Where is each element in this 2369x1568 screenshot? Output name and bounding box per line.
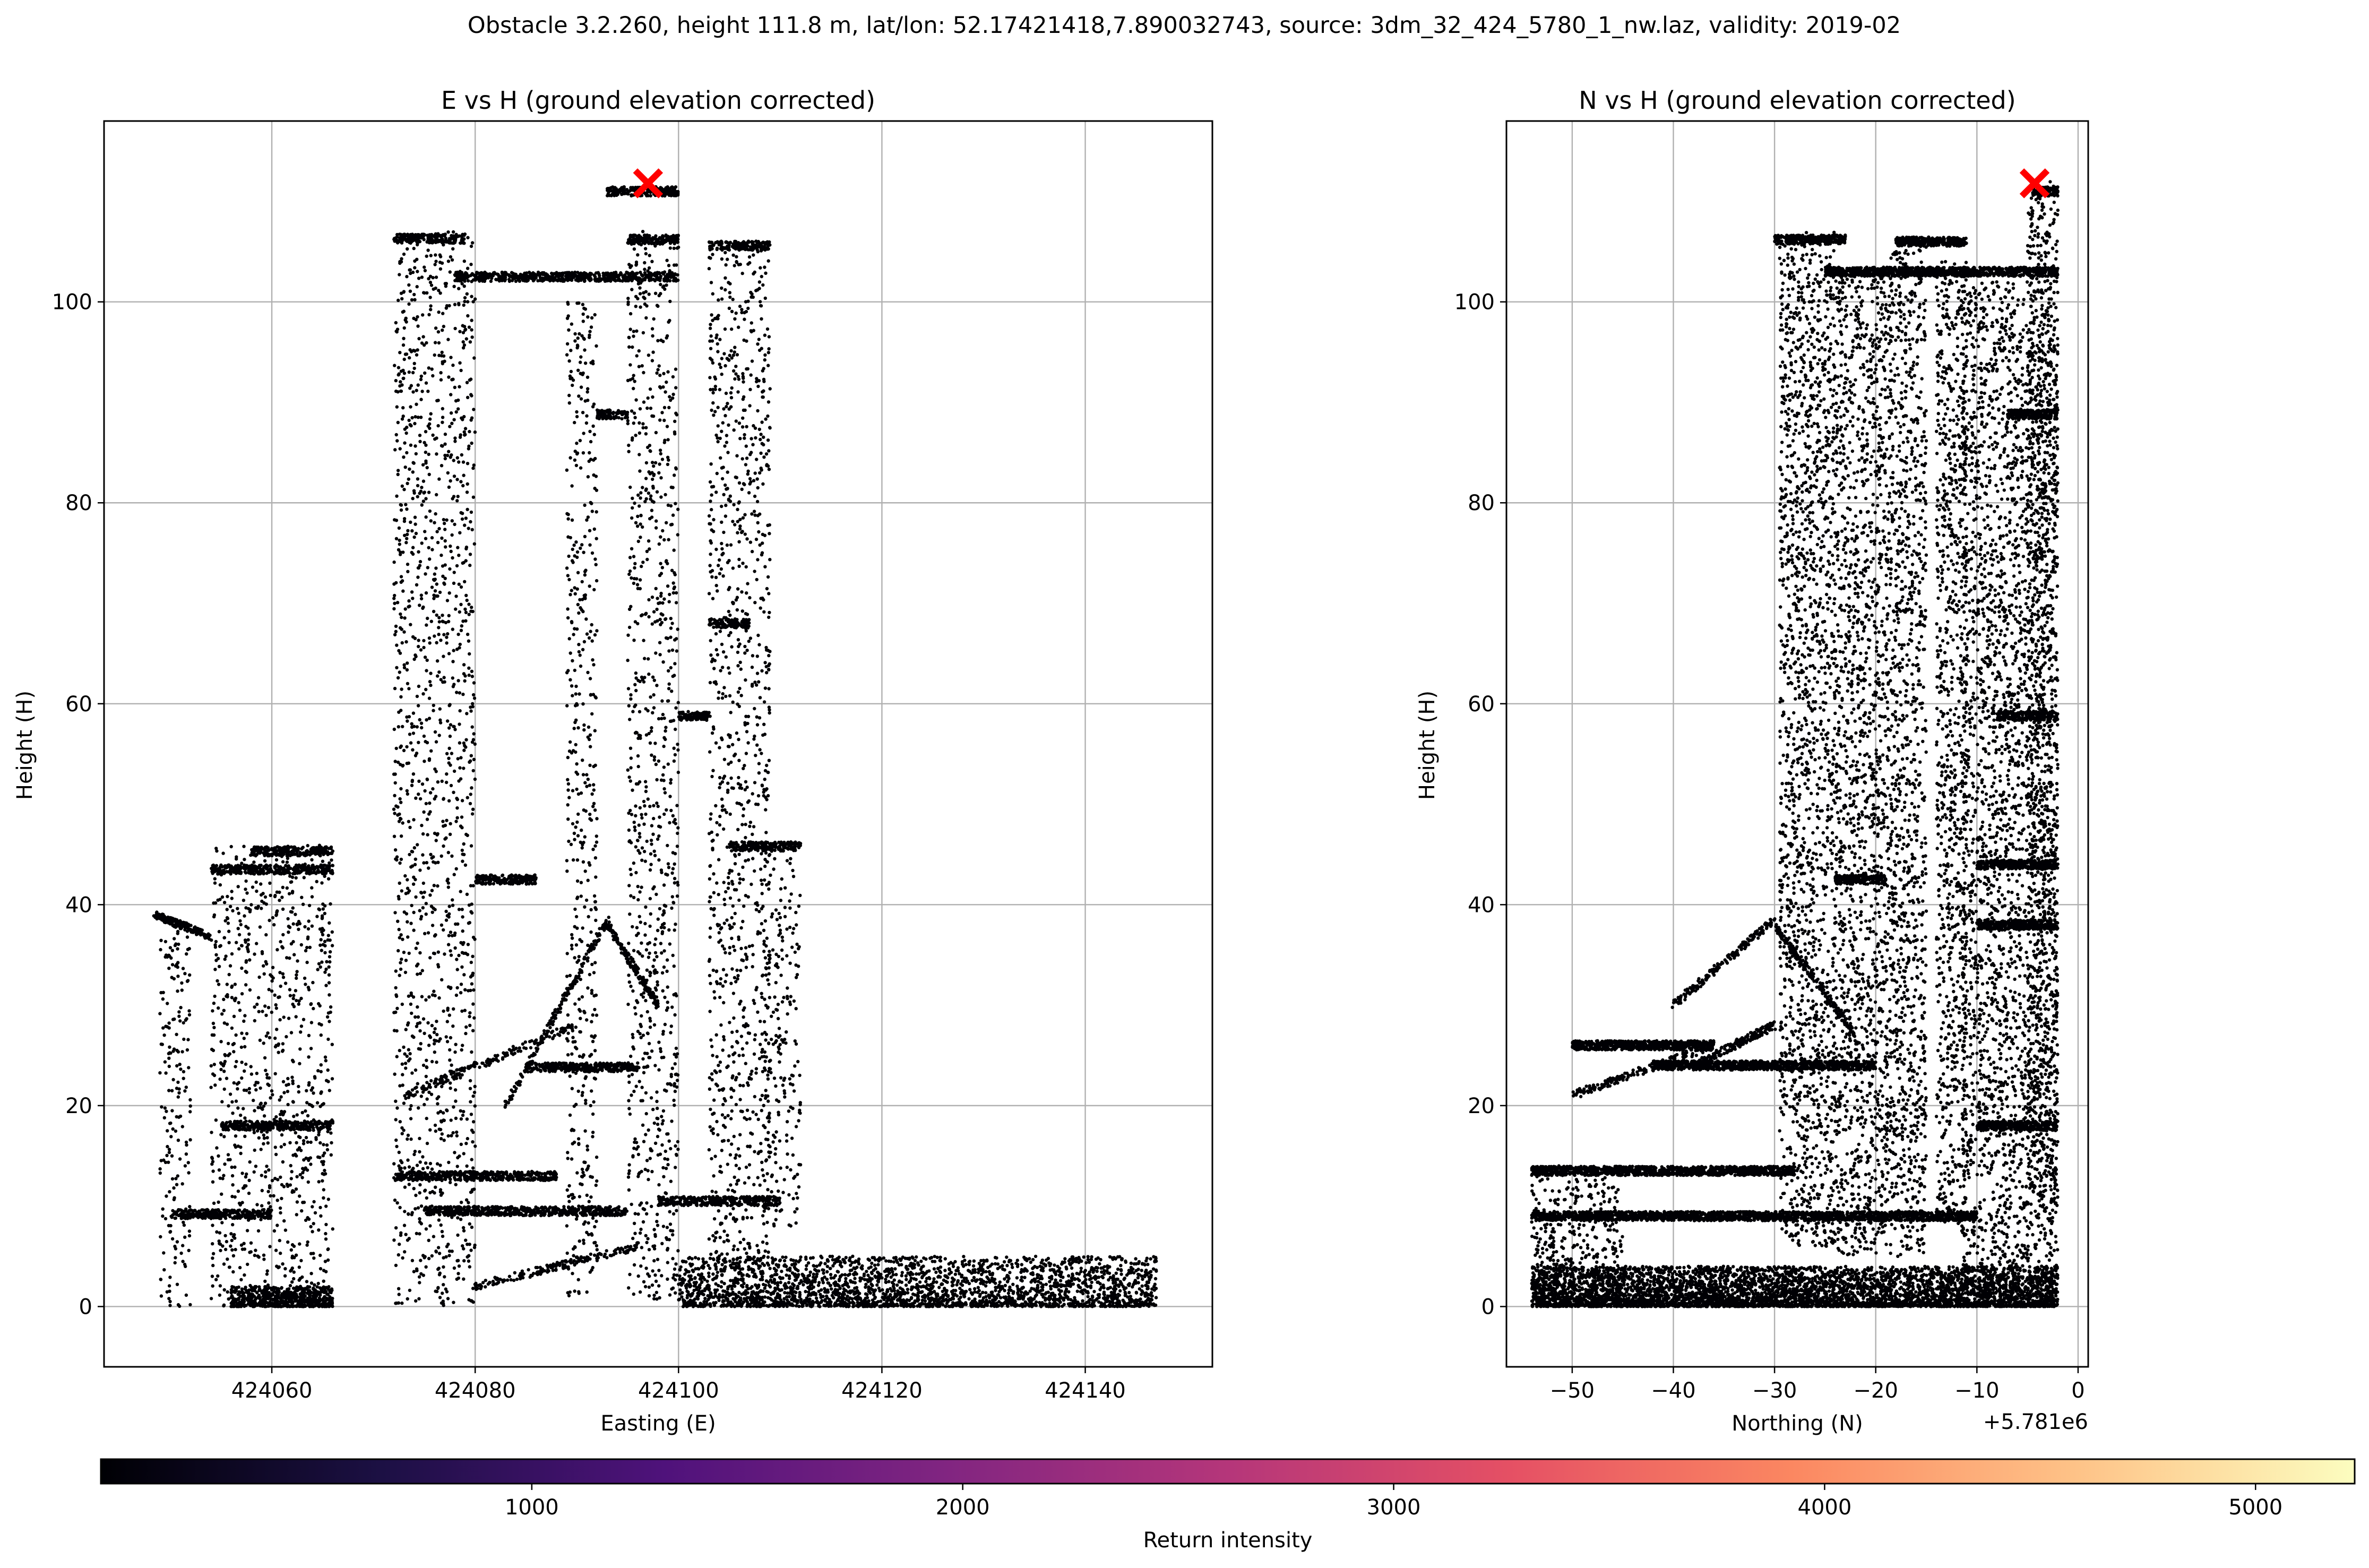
intensity-colorbar: 1000 2000 3000 4000 5000 Return intensity bbox=[100, 1458, 2356, 1553]
x-tick-label: −40 bbox=[1651, 1379, 1695, 1403]
left-x-axis-label: Easting (E) bbox=[600, 1411, 716, 1436]
left-x-ticks: 424060 424080 424100 424120 424140 bbox=[231, 1367, 1126, 1403]
x-tick-label: −50 bbox=[1550, 1379, 1595, 1403]
y-tick-label: 0 bbox=[1481, 1295, 1495, 1319]
easting-height-plot: E vs H (ground elevation corrected) 4240… bbox=[13, 86, 1213, 1436]
colorbar-tick-label: 1000 bbox=[505, 1495, 559, 1520]
colorbar-gradient bbox=[100, 1458, 2356, 1485]
right-axes-frame bbox=[1505, 120, 2089, 1368]
left-axes-frame bbox=[103, 120, 1213, 1368]
right-x-offset-label: +5.781e6 bbox=[1983, 1410, 2088, 1434]
y-tick-label: 0 bbox=[79, 1295, 92, 1319]
colorbar-tick-label: 2000 bbox=[936, 1495, 990, 1520]
colorbar-ticks: 1000 2000 3000 4000 5000 bbox=[505, 1484, 2282, 1520]
colorbar-label: Return intensity bbox=[1143, 1528, 1313, 1553]
y-tick-label: 80 bbox=[1468, 491, 1495, 515]
x-tick-label: 0 bbox=[2071, 1379, 2084, 1403]
figure-title: Obstacle 3.2.260, height 111.8 m, lat/lo… bbox=[468, 12, 1901, 39]
x-tick-label: 424080 bbox=[435, 1379, 516, 1403]
left-obstacle-marker bbox=[633, 168, 664, 199]
right-x-axis-label: Northing (N) bbox=[1731, 1411, 1863, 1436]
left-y-axis-label: Height (H) bbox=[13, 691, 37, 800]
right-points bbox=[1530, 180, 2060, 1308]
y-tick-label: 100 bbox=[52, 290, 92, 315]
left-y-ticks: 0 20 40 60 80 100 bbox=[52, 290, 104, 1319]
x-tick-label: 424140 bbox=[1045, 1379, 1126, 1403]
y-tick-label: 80 bbox=[65, 491, 92, 515]
x-tick-label: 424100 bbox=[638, 1379, 719, 1403]
right-y-axis-label: Height (H) bbox=[1415, 691, 1440, 800]
x-tick-label: 424060 bbox=[231, 1379, 313, 1403]
left-points bbox=[152, 185, 1158, 1308]
right-obstacle-marker bbox=[2019, 168, 2050, 199]
obstacle-x-marker bbox=[2019, 168, 2050, 199]
y-tick-label: 20 bbox=[1468, 1094, 1495, 1118]
right-y-ticks: 0 20 40 60 80 100 bbox=[1454, 290, 1506, 1319]
y-tick-label: 100 bbox=[1454, 290, 1495, 315]
point-cloud bbox=[1530, 180, 2060, 1308]
y-tick-label: 60 bbox=[1468, 692, 1495, 717]
y-tick-label: 20 bbox=[65, 1094, 92, 1118]
left-grid bbox=[104, 121, 1212, 1367]
colorbar-tick-label: 3000 bbox=[1367, 1495, 1421, 1520]
point-cloud bbox=[152, 185, 1158, 1308]
y-tick-label: 40 bbox=[1468, 893, 1495, 917]
x-tick-label: −10 bbox=[1954, 1379, 1999, 1403]
right-x-ticks: −50 −40 −30 −20 −10 0 bbox=[1550, 1367, 2085, 1403]
y-tick-label: 60 bbox=[65, 692, 92, 717]
left-plot-title: E vs H (ground elevation corrected) bbox=[441, 86, 875, 115]
x-tick-label: −30 bbox=[1752, 1379, 1797, 1403]
colorbar-tick-label: 5000 bbox=[2228, 1495, 2282, 1520]
colorbar-tick-label: 4000 bbox=[1798, 1495, 1852, 1520]
x-tick-label: −20 bbox=[1854, 1379, 1898, 1403]
right-plot-title: N vs H (ground elevation corrected) bbox=[1579, 86, 2015, 115]
northing-height-plot: N vs H (ground elevation corrected) −50−… bbox=[1415, 86, 2089, 1436]
obstacle-x-marker bbox=[633, 168, 664, 199]
x-tick-label: 424120 bbox=[841, 1379, 923, 1403]
y-tick-label: 40 bbox=[65, 893, 92, 917]
